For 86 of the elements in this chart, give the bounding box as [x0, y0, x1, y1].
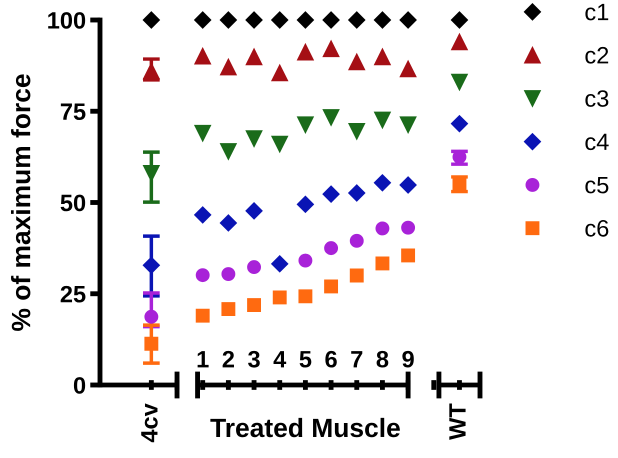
- legend-label: c1: [585, 4, 608, 20]
- point: [221, 302, 236, 316]
- legend-label: c4: [585, 134, 609, 150]
- point: [142, 11, 160, 29]
- x-tick-label: 1: [198, 351, 209, 368]
- x-tick-label: 9: [402, 350, 414, 368]
- point: [375, 256, 390, 270]
- point: [144, 310, 158, 324]
- point: [271, 255, 288, 272]
- point: [324, 241, 338, 256]
- point: [450, 115, 468, 132]
- point: [375, 221, 390, 236]
- legend-label: c5: [585, 176, 608, 194]
- point: [374, 174, 391, 192]
- point: [296, 11, 314, 29]
- point: [246, 11, 263, 29]
- point: [400, 176, 417, 194]
- point: [220, 214, 237, 232]
- point: [221, 267, 236, 281]
- point: [450, 11, 468, 29]
- point: [194, 48, 212, 64]
- point: [374, 48, 391, 66]
- point: [247, 298, 261, 312]
- point: [348, 184, 366, 202]
- legend-label: c6: [585, 220, 608, 237]
- y-tick-label: 75: [60, 104, 86, 120]
- point: [296, 196, 314, 213]
- x-tick-label: WT: [449, 404, 466, 440]
- point: [322, 109, 340, 126]
- x-tick-label: 5: [300, 351, 312, 368]
- point: [196, 308, 210, 323]
- point: [220, 58, 237, 76]
- point: [400, 116, 416, 134]
- legend-label: c2: [585, 46, 608, 64]
- y-tick-label: 100: [48, 12, 86, 29]
- point: [451, 34, 468, 50]
- point: [401, 220, 416, 235]
- point: [144, 336, 158, 351]
- point: [322, 186, 340, 203]
- point: [400, 60, 416, 78]
- point: [400, 11, 417, 29]
- point: [246, 202, 263, 220]
- point: [350, 234, 364, 248]
- point: [247, 260, 261, 274]
- point: [324, 280, 338, 294]
- point: [220, 11, 237, 29]
- point: [348, 54, 366, 70]
- point: [374, 11, 391, 29]
- y-tick-label: 0: [74, 377, 86, 394]
- point: [401, 248, 416, 262]
- point: [142, 256, 160, 274]
- y-tick-label: 25: [60, 286, 86, 303]
- x-tick-label: 7: [351, 351, 362, 368]
- point: [246, 130, 262, 147]
- point: [272, 290, 287, 304]
- point: [348, 11, 366, 29]
- point: [271, 64, 288, 82]
- x-axis-title: Treated Muscle: [210, 418, 400, 438]
- x-tick-label: 2: [222, 350, 234, 368]
- point: [271, 11, 288, 29]
- x-tick-label: 6: [325, 350, 337, 368]
- x-tick-label: 4: [274, 351, 286, 368]
- point: [348, 122, 366, 140]
- point: [194, 124, 212, 142]
- y-tick-label: 50: [60, 194, 86, 212]
- point: [298, 289, 312, 304]
- x-tick-label: 4cv: [141, 403, 158, 442]
- point: [350, 268, 364, 282]
- point: [297, 44, 314, 60]
- point: [322, 40, 340, 58]
- point: [451, 74, 468, 90]
- point: [220, 143, 237, 160]
- y-axis-title: % of maximum force: [11, 74, 30, 331]
- point: [271, 136, 288, 152]
- point: [196, 268, 210, 282]
- point: [297, 116, 314, 134]
- x-tick-label: 3: [248, 350, 260, 368]
- point: [246, 48, 262, 66]
- point: [322, 11, 340, 29]
- legend-label: c3: [585, 90, 608, 107]
- point: [194, 11, 212, 29]
- point: [143, 62, 160, 80]
- point: [374, 112, 391, 128]
- point: [194, 206, 212, 224]
- x-tick-label: 8: [376, 350, 388, 368]
- point: [298, 254, 312, 268]
